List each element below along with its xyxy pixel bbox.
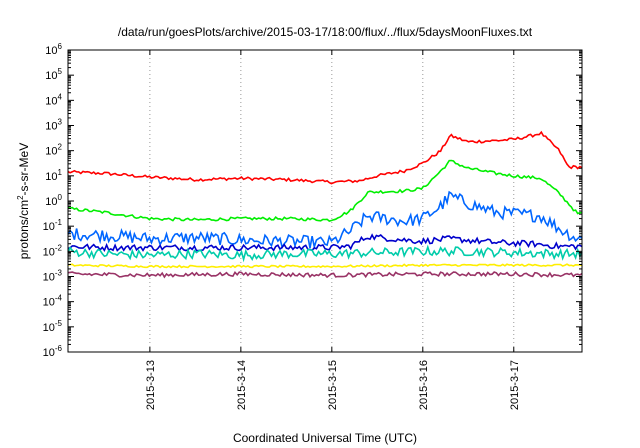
y-tick-label: 100 (45, 193, 62, 208)
y-tick-exponent: -2 (55, 243, 63, 252)
series-line-1 (67, 159, 583, 222)
y-tick-exponent: -3 (55, 269, 63, 278)
x-axis-ticks: 2015-3-13 2015-3-14 2015-3-15 2015-3-16 2015… (145, 50, 521, 410)
y-tick-label: 10-6 (43, 344, 63, 359)
series-line-3 (67, 233, 583, 253)
y-tick-base: 10 (43, 347, 55, 359)
y-tick-base: 10 (43, 246, 55, 258)
y-tick-label: 10-4 (43, 294, 63, 309)
y-tick-label: 102 (45, 143, 62, 158)
y-tick-exponent: -1 (55, 218, 63, 227)
x-tick-label: 2015-3-16 (418, 360, 430, 410)
y-axis-label-unit: -s-sr-MeV (17, 143, 31, 196)
y-tick-base: 10 (45, 45, 57, 57)
x-tick-label: 2015-3-13 (145, 360, 157, 410)
y-tick-exponent: -6 (55, 344, 63, 353)
y-tick-label: 10-5 (43, 319, 63, 334)
y-tick-label: 103 (45, 118, 62, 133)
x-tick-label: 2015-3-17 (509, 360, 521, 410)
series-line-5 (67, 263, 583, 269)
y-tick-base: 10 (45, 196, 57, 208)
y-tick-label: 104 (45, 92, 62, 107)
series-line-0 (67, 130, 583, 185)
series-line-4 (67, 244, 583, 263)
y-tick-base: 10 (45, 171, 57, 183)
y-tick-exponent: 6 (58, 42, 63, 51)
y-tick-base: 10 (43, 272, 55, 284)
y-tick-base: 10 (45, 70, 57, 82)
y-tick-base: 10 (43, 221, 55, 233)
data-series (67, 130, 583, 279)
y-tick-exponent: 0 (58, 193, 63, 202)
y-tick-label: 10-2 (43, 243, 63, 258)
x-axis-label: Coordinated Universal Time (UTC) (233, 431, 417, 445)
y-tick-exponent: -5 (55, 319, 63, 328)
y-tick-label: 101 (45, 168, 62, 183)
y-tick-exponent: 3 (58, 118, 63, 127)
series-line-6 (67, 270, 583, 279)
y-axis-ticks: 10-610-510-410-310-210-11001011021031041… (43, 42, 582, 359)
y-tick-label: 105 (45, 67, 62, 82)
y-tick-base: 10 (43, 322, 55, 334)
y-tick-exponent: 1 (58, 168, 63, 177)
y-tick-base: 10 (43, 297, 55, 309)
y-tick-label: 106 (45, 42, 62, 57)
plot-frame (67, 49, 583, 353)
y-tick-base: 10 (45, 146, 57, 158)
x-tick-label: 2015-3-14 (236, 360, 248, 410)
series-line-2 (67, 190, 583, 250)
y-tick-label: 10-3 (43, 269, 63, 284)
y-tick-exponent: 5 (58, 67, 63, 76)
y-tick-base: 10 (45, 121, 57, 133)
chart-title: /data/run/goesPlots/archive/2015-03-17/1… (118, 25, 533, 39)
y-tick-label: 10-1 (43, 218, 63, 233)
y-axis-label-superscript: 2 (16, 195, 25, 200)
grid-lines (149, 50, 515, 352)
y-tick-exponent: -4 (55, 294, 63, 303)
y-tick-base: 10 (45, 95, 57, 107)
y-axis-label: protons/cm2-s-sr-MeV (16, 143, 31, 259)
y-tick-exponent: 4 (58, 92, 63, 101)
y-tick-exponent: 2 (58, 143, 63, 152)
y-axis-label-main: protons/cm (17, 200, 31, 259)
x-tick-label: 2015-3-15 (327, 360, 339, 410)
